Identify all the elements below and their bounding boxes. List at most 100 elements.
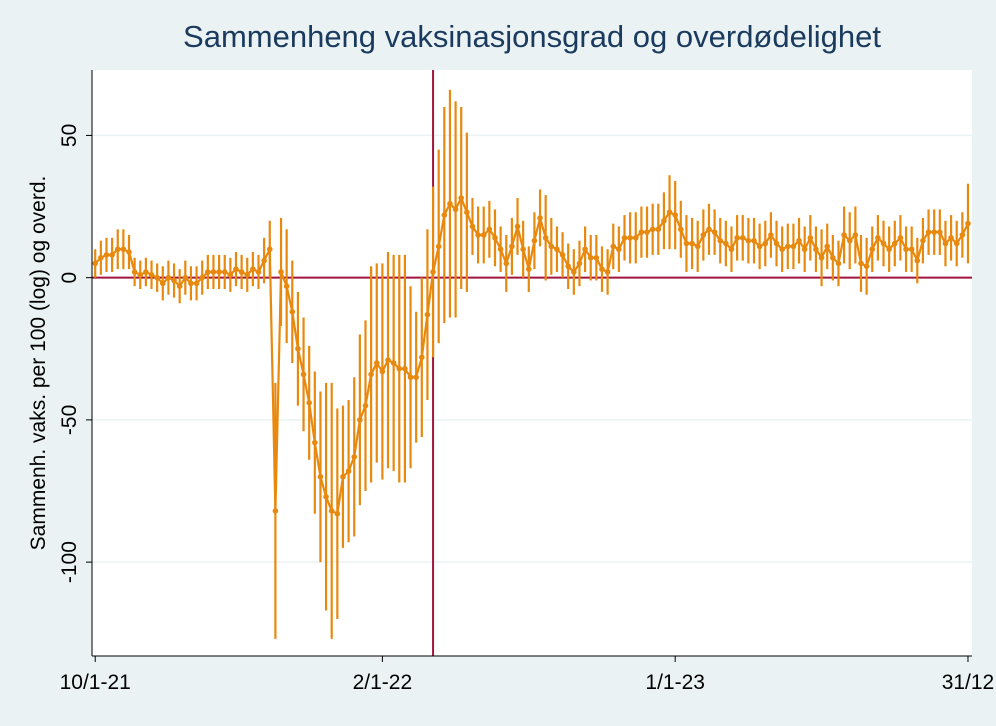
marker <box>818 254 825 261</box>
marker <box>824 243 831 250</box>
marker <box>261 257 267 264</box>
marker <box>948 235 954 241</box>
marker <box>103 252 110 258</box>
marker <box>593 254 600 261</box>
marker <box>295 345 301 352</box>
marker <box>441 212 448 218</box>
marker <box>908 246 915 253</box>
marker <box>509 243 515 250</box>
marker <box>165 274 172 281</box>
marker <box>424 311 431 318</box>
marker <box>312 439 318 446</box>
marker <box>604 269 611 275</box>
marker <box>98 254 104 261</box>
marker <box>525 266 532 272</box>
marker <box>723 240 729 247</box>
marker <box>610 243 617 250</box>
marker <box>283 283 290 289</box>
marker <box>289 308 296 315</box>
marker <box>126 249 132 255</box>
marker <box>531 237 538 244</box>
x-tick-label: 1/1-23 <box>645 671 705 694</box>
marker <box>554 246 560 253</box>
marker <box>576 260 583 267</box>
marker <box>137 272 144 278</box>
marker <box>244 272 251 278</box>
marker <box>317 473 324 480</box>
marker <box>154 274 160 281</box>
marker <box>368 371 374 378</box>
marker <box>340 473 346 480</box>
marker <box>655 226 662 233</box>
marker <box>520 246 526 253</box>
marker <box>638 229 645 235</box>
marker <box>92 260 99 267</box>
marker <box>768 232 774 238</box>
marker <box>953 240 960 247</box>
marker <box>587 254 594 261</box>
marker <box>835 260 842 267</box>
marker <box>959 232 966 238</box>
marker <box>345 468 352 474</box>
marker <box>120 246 127 253</box>
marker <box>931 229 937 235</box>
marker <box>621 235 628 241</box>
marker <box>447 200 453 207</box>
marker <box>869 246 876 253</box>
marker <box>233 266 239 272</box>
marker <box>875 235 881 241</box>
marker <box>379 368 386 375</box>
marker <box>469 223 476 230</box>
marker <box>891 240 898 247</box>
marker <box>571 269 577 275</box>
marker <box>666 209 673 216</box>
marker <box>548 243 555 250</box>
marker <box>492 235 498 241</box>
marker <box>452 206 459 213</box>
marker <box>176 283 183 289</box>
marker <box>565 263 571 270</box>
marker <box>852 232 859 238</box>
marker <box>925 229 932 235</box>
marker <box>418 354 425 361</box>
y-axis-label: Sammenh. vaks. per 100 (log) og overd. <box>27 176 50 551</box>
marker <box>221 269 228 275</box>
marker <box>739 235 746 241</box>
marker <box>193 280 200 287</box>
marker <box>830 254 836 261</box>
marker <box>858 260 864 267</box>
marker <box>801 246 808 253</box>
marker <box>396 365 403 372</box>
marker <box>627 235 633 241</box>
marker <box>199 274 206 281</box>
marker <box>914 257 921 264</box>
marker <box>435 243 442 250</box>
marker <box>846 237 853 244</box>
marker <box>796 237 802 244</box>
marker <box>210 269 217 275</box>
marker <box>430 269 436 275</box>
marker <box>863 263 870 270</box>
marker <box>216 269 222 275</box>
marker <box>644 229 650 235</box>
marker <box>413 374 419 381</box>
marker <box>694 243 701 250</box>
marker <box>131 269 138 275</box>
marker <box>582 246 588 253</box>
marker <box>171 277 177 284</box>
marker <box>464 209 470 216</box>
marker <box>300 371 307 378</box>
marker <box>683 240 690 247</box>
x-tick-label: 31/12 <box>942 671 995 694</box>
marker <box>937 229 943 235</box>
marker <box>480 232 487 238</box>
marker <box>880 240 887 247</box>
marker <box>756 243 763 250</box>
marker <box>542 235 549 241</box>
marker <box>841 232 847 238</box>
marker <box>897 235 904 241</box>
marker <box>903 246 909 253</box>
marker <box>632 235 639 241</box>
marker <box>238 269 245 275</box>
